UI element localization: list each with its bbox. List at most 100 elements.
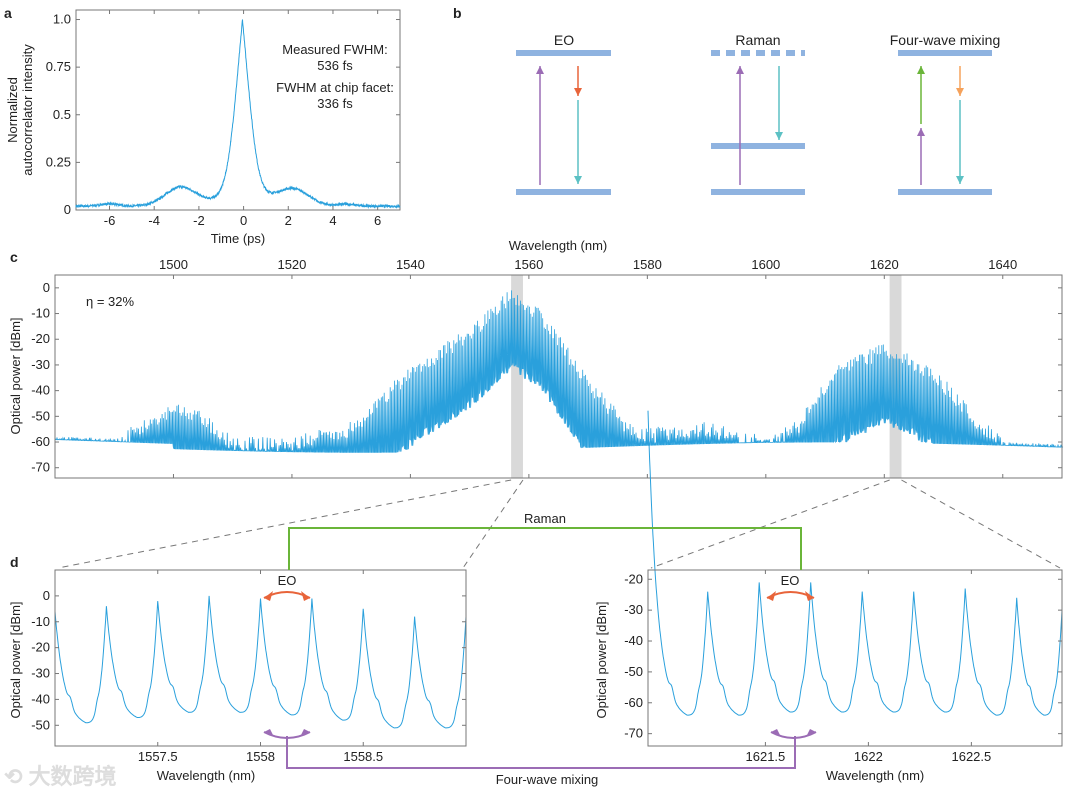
diagram-title-fwm: Four-wave mixing	[890, 32, 1000, 48]
diagram-title-eo: EO	[554, 32, 574, 48]
panel-c-chart: 1500 1520 1540 1560 1580 1600 1620 1640 0 -10 -20 -…	[8, 238, 1064, 479]
y-tick-label: -30	[624, 602, 643, 617]
x-tick-label: 1560	[514, 257, 543, 272]
eo-arrow-left-head	[301, 591, 310, 601]
panel-a-chart: -6 -4 -2 0 2 4 6 0 0.25 0.5 0.75 1.0 Measured FWHM:…	[5, 9, 401, 246]
dashed-guide-line	[901, 479, 1061, 569]
fwm-arrow-left-head	[264, 729, 273, 735]
autocorrelation-curve	[75, 19, 401, 209]
spectrum-curve	[54, 290, 1064, 453]
y-tick-label: -50	[624, 664, 643, 679]
arrow-down-signal-head	[956, 176, 964, 184]
x-axis-label-d-left: Wavelength (nm)	[157, 768, 256, 783]
arrow-up-pump1-head	[917, 128, 925, 136]
y-tick-label: -40	[624, 633, 643, 648]
annotation-chip-fwhm-label: FWHM at chip facet:	[276, 80, 394, 95]
y-tick-label: -20	[31, 331, 50, 346]
eo-arrow-right-head	[805, 591, 814, 601]
y-tick-label: 0	[43, 588, 50, 603]
x-tick-label: 6	[374, 213, 381, 228]
y-tick-label: 1.0	[53, 12, 71, 27]
dashed-guide-line	[650, 479, 890, 569]
fwm-arrow-right	[770, 731, 817, 739]
y-tick-label: -50	[31, 408, 50, 423]
raman-connector-label: Raman	[524, 511, 566, 526]
x-tick-label: 1640	[988, 257, 1017, 272]
x-tick-label: 0	[240, 213, 247, 228]
y-tick-label: -40	[31, 383, 50, 398]
x-tick-label: 1500	[159, 257, 188, 272]
y-tick-label: -50	[31, 717, 50, 732]
y-tick-label: -30	[31, 357, 50, 372]
panel-b-diagram: EO Raman Four-wave mixing	[516, 32, 1000, 195]
panel-label-b: b	[453, 5, 462, 21]
diagram-title-raman: Raman	[735, 32, 780, 48]
arrow-up-pump-head	[536, 66, 544, 74]
y-axis-label-a-line2: autocorrelator intensity	[20, 44, 35, 176]
x-axis-label-a: Time (ps)	[211, 231, 265, 246]
eo-arrow-right-head	[767, 591, 776, 601]
plot-area-a	[75, 9, 401, 211]
x-tick-label: 1622	[854, 749, 883, 764]
highlight-band	[511, 275, 523, 478]
panel-label-a: a	[4, 5, 12, 21]
x-tick-label: 1622.5	[951, 749, 991, 764]
y-tick-label: -30	[31, 666, 50, 681]
x-tick-label: 1557.5	[138, 749, 178, 764]
fwm-arrow-left	[263, 731, 311, 739]
y-axis-label-a-line1: Normalized	[5, 77, 20, 143]
fwm-connector: Four-wave mixing	[286, 736, 796, 787]
plot-area-d-right	[647, 569, 1063, 747]
panel-d-right-chart: 1621.5 1622 1622.5 -20 -30 -40 -50 -60 -70 Wavel…	[594, 410, 1063, 783]
x-tick-label: 1558	[246, 749, 275, 764]
y-tick-label: 0	[43, 280, 50, 295]
y-tick-label: 0.25	[46, 154, 71, 169]
annotation-chip-fwhm-value: 336 fs	[317, 96, 353, 111]
watermark-logo: ⟲ 大数跨境	[4, 764, 117, 789]
panel-d-left-chart: 1557.5 1558 1558.5 0 -10 -20 -30 -40 -50 Wavelen…	[8, 569, 467, 783]
zoom-spectrum-curve-left	[54, 595, 467, 729]
panel-label-d: d	[10, 554, 19, 570]
x-tick-label: 1620	[870, 257, 899, 272]
x-axis-label-d-right: Wavelength (nm)	[826, 768, 925, 783]
y-tick-label: -70	[624, 726, 643, 741]
y-tick-label: -60	[31, 434, 50, 449]
plot-area-d-left	[54, 569, 467, 747]
fwm-arrow-left-head	[301, 729, 310, 735]
dashed-guide-line	[462, 479, 524, 569]
efficiency-annotation: η = 32%	[86, 294, 135, 309]
y-tick-label: 0.75	[46, 59, 71, 74]
y-tick-label: -20	[624, 571, 643, 586]
arrow-down-idler-head	[956, 88, 964, 96]
x-tick-label: 2	[285, 213, 292, 228]
annotation-measured-fwhm-label: Measured FWHM:	[282, 42, 387, 57]
y-axis-label-c: Optical power [dBm]	[8, 317, 23, 434]
x-tick-label: 1600	[751, 257, 780, 272]
x-tick-label: 1540	[396, 257, 425, 272]
fwm-arrow-right-head	[771, 729, 780, 735]
dashed-guide-line	[57, 479, 512, 569]
x-tick-label: -2	[193, 213, 205, 228]
y-tick-label: -40	[31, 691, 50, 706]
y-tick-label: -60	[624, 695, 643, 710]
fwm-connector-label: Four-wave mixing	[496, 772, 599, 787]
eo-annotation-left: EO	[278, 573, 297, 588]
y-tick-label: -10	[31, 614, 50, 629]
x-tick-label: 1558.5	[343, 749, 383, 764]
y-tick-label: 0.5	[53, 107, 71, 122]
x-tick-label: 4	[329, 213, 336, 228]
x-tick-label: 1580	[633, 257, 662, 272]
y-tick-label: 0	[64, 202, 71, 217]
x-tick-label: 1520	[277, 257, 306, 272]
eo-annotation-right: EO	[781, 573, 800, 588]
y-tick-label: -20	[31, 640, 50, 655]
x-tick-label: -4	[148, 213, 160, 228]
x-axis-label-c: Wavelength (nm)	[509, 238, 608, 253]
arrow-down-emission-head	[574, 176, 582, 184]
fwm-arrow-right-head	[807, 729, 816, 735]
arrow-up-pump2-head	[917, 66, 925, 74]
arrow-down-stokes-head	[775, 132, 783, 140]
raman-connector: Raman	[288, 511, 802, 570]
plot-area-c	[54, 274, 1063, 479]
